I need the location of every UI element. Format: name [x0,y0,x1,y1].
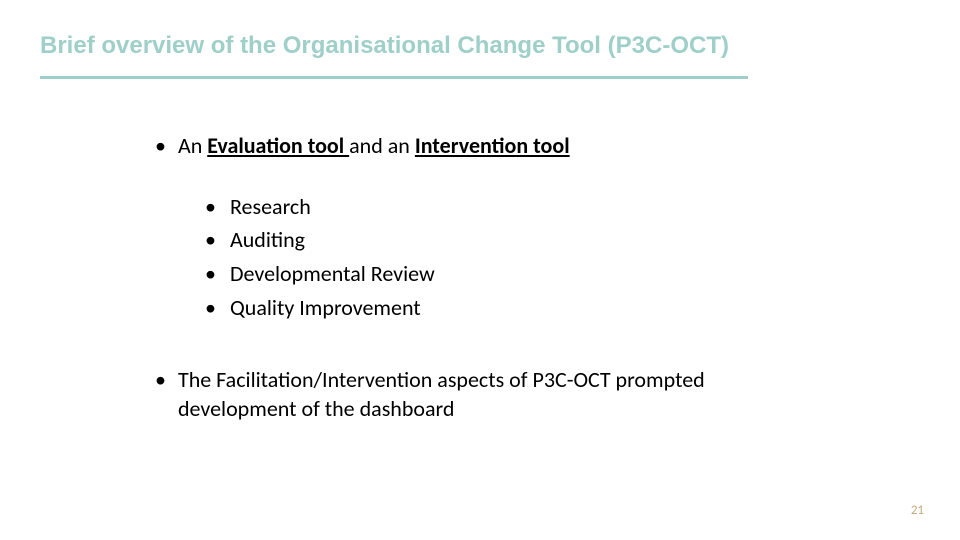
list-item: • Auditing [205,225,920,255]
slide-title: Brief overview of the Organisational Cha… [40,32,920,60]
bullet-marker: • [205,192,216,222]
list-item: • Quality Improvement [205,293,920,323]
text-prefix: An [178,132,207,159]
text-underline-1: Evaluation tool [207,132,349,159]
sub-bullet-text: Quality Improvement [230,293,421,323]
sub-bullet-text: Research [230,192,311,222]
bullet-marker: • [155,365,166,396]
bullet-marker: • [155,131,166,162]
closing-text: The Facilitation/Intervention aspects of… [178,365,778,424]
main-bullet-1: • An Evaluation tool and an Intervention… [155,131,920,162]
page-number: 21 [911,503,924,518]
text-underline-2: Intervention tool [415,132,570,159]
closing-bullet: • The Facilitation/Intervention aspects … [155,365,920,424]
list-item: • Developmental Review [205,259,920,289]
list-item: • Research [205,192,920,222]
bullet-marker: • [205,225,216,255]
sub-bullet-text: Auditing [230,225,305,255]
bullet-marker: • [205,293,216,323]
main-bullet-text: An Evaluation tool and an Intervention t… [178,131,570,162]
content-block: • An Evaluation tool and an Intervention… [40,131,920,424]
bullet-marker: • [205,259,216,289]
text-mid: and an [349,132,415,159]
sub-bullet-text: Developmental Review [230,259,435,289]
title-divider [40,76,748,79]
sub-bullet-list: • Research • Auditing • Developmental Re… [155,192,920,323]
slide-container: Brief overview of the Organisational Cha… [0,0,960,540]
